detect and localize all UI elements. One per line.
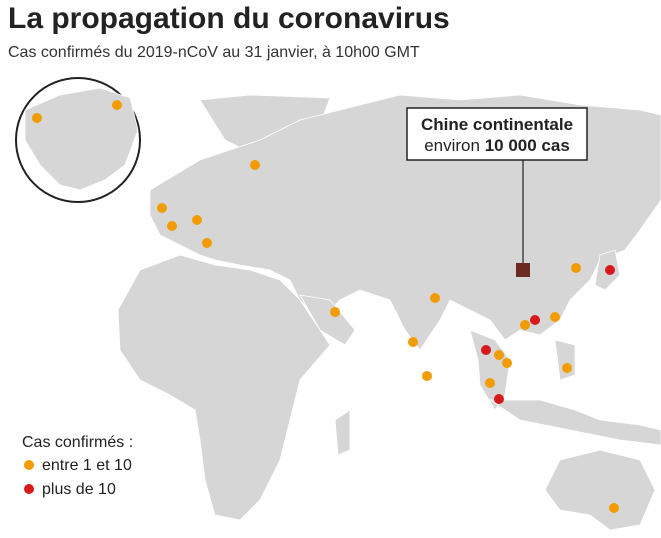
china-marker [516,263,530,277]
legend-label: plus de 10 [42,481,116,498]
legend-title: Cas confirmés : [22,434,133,451]
case-dot [550,312,560,322]
case-dot [530,315,540,325]
case-dot [202,238,212,248]
case-dot [330,307,340,317]
legend-label: entre 1 et 10 [42,457,132,474]
case-dots [32,100,619,513]
legend-swatch [24,484,34,494]
case-dot [157,203,167,213]
callout-box [406,107,588,161]
case-dot [112,100,122,110]
case-dot [609,503,619,513]
callout-count: 10 000 cas [485,136,570,155]
legend-swatch [24,460,34,470]
case-dot [494,350,504,360]
case-dot [562,363,572,373]
callout-cases: environ 10 000 cas [424,136,570,155]
legend-bg [14,427,174,507]
title: La propagation du coronavirus [8,2,450,35]
case-dot [520,320,530,330]
legend-items: entre 1 et 10 plus de 10 [24,457,132,498]
case-dot [605,265,615,275]
callout-name: Chine continentale [421,115,573,134]
case-dot [485,378,495,388]
case-dot [571,263,581,273]
case-dot [192,215,202,225]
case-dot [408,337,418,347]
case-dot [250,160,260,170]
subtitle: Cas confirmés du 2019-nCoV au 31 janvier… [8,44,420,61]
case-dot [502,358,512,368]
case-dot [32,113,42,123]
case-dot [430,293,440,303]
case-dot [167,221,177,231]
inset-land [24,87,139,191]
callout-prefix: environ [424,136,480,155]
case-dot [422,371,432,381]
case-dot [494,394,504,404]
case-dot [481,345,491,355]
